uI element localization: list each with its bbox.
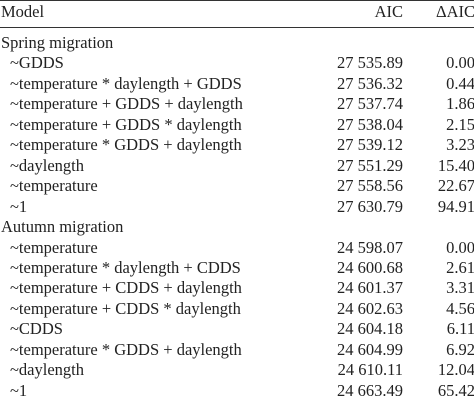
header-delta-aic: ΔAIC xyxy=(435,2,474,21)
aic: 27 551.29 xyxy=(337,155,403,175)
model: ~1 xyxy=(10,196,28,216)
group-title: Autumn migration xyxy=(1,217,124,237)
header-model: Model xyxy=(1,2,45,21)
aic: 24 601.37 xyxy=(337,278,403,298)
model: ~temperature * GDDS + daylength xyxy=(10,339,242,359)
delta-aic: 4.56 xyxy=(446,298,474,318)
aic: 27 558.56 xyxy=(337,176,403,196)
model: ~temperature * GDDS + daylength xyxy=(10,135,242,155)
aic: 24 663.49 xyxy=(337,380,403,400)
model: ~temperature * daylength + CDDS xyxy=(10,257,241,277)
delta-aic: 3.23 xyxy=(446,135,474,155)
delta-aic: 1.86 xyxy=(446,94,474,114)
model: ~GDDS xyxy=(10,53,64,73)
model: ~daylength xyxy=(10,360,84,380)
model: ~CDDS xyxy=(10,319,63,339)
model: ~temperature + CDDS * daylength xyxy=(10,298,241,318)
delta-aic: 2.61 xyxy=(446,257,474,277)
aic: 24 602.63 xyxy=(337,298,403,318)
aic: 24 598.07 xyxy=(337,237,403,257)
model: ~temperature xyxy=(10,176,98,196)
delta-aic: 2.15 xyxy=(446,114,474,134)
aic: 27 630.79 xyxy=(337,196,403,216)
model: ~temperature + GDDS * daylength xyxy=(10,114,242,134)
delta-aic: 12.04 xyxy=(437,360,474,380)
delta-aic: 0.44 xyxy=(446,73,474,93)
delta-aic: 6.92 xyxy=(446,339,474,359)
model: ~1 xyxy=(10,380,28,400)
top-rule xyxy=(0,0,474,1)
header-rule xyxy=(0,27,474,28)
aic: 27 538.04 xyxy=(337,114,403,134)
model: ~temperature + GDDS + daylength xyxy=(10,94,243,114)
model: ~temperature * daylength + GDDS xyxy=(10,73,242,93)
aic: 24 604.18 xyxy=(337,319,403,339)
aic: 27 535.89 xyxy=(337,53,403,73)
aic: 27 536.32 xyxy=(337,73,403,93)
delta-aic: 0.00 xyxy=(446,53,474,73)
aic: 24 610.11 xyxy=(337,360,403,380)
delta-aic: 3.31 xyxy=(446,278,474,298)
delta-aic: 94.91 xyxy=(437,196,474,216)
delta-aic: 65.42 xyxy=(437,380,474,400)
group-title: Spring migration xyxy=(1,33,114,52)
model: ~temperature xyxy=(10,237,98,257)
aic: 27 539.12 xyxy=(337,135,403,155)
aic: 24 604.99 xyxy=(337,339,403,359)
aic: 24 600.68 xyxy=(337,257,403,277)
model: ~temperature + CDDS + daylength xyxy=(10,278,242,298)
aic: 27 537.74 xyxy=(337,94,403,114)
model: ~daylength xyxy=(10,155,84,175)
delta-aic: 22.67 xyxy=(437,176,474,196)
delta-aic: 0.00 xyxy=(446,237,474,257)
delta-aic: 6.11 xyxy=(446,319,474,339)
delta-aic: 15.40 xyxy=(437,155,474,175)
header-aic: AIC xyxy=(374,2,403,21)
